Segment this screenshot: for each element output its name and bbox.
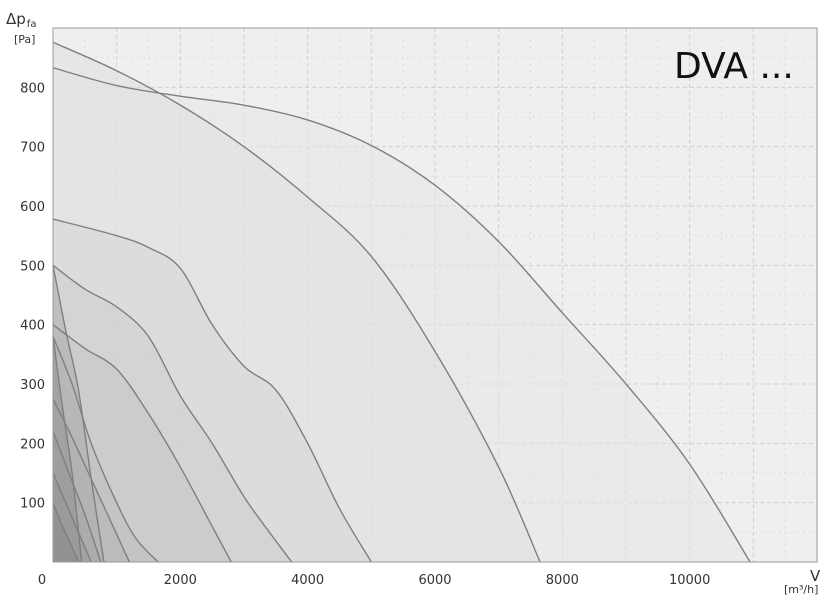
y-tick-label: 400	[20, 319, 45, 334]
y-axis-label-subscript: fa	[27, 19, 37, 30]
y-tick-label: 100	[20, 497, 45, 512]
x-axis-unit: [m³/h]	[784, 583, 818, 596]
y-axis-unit: [Pa]	[14, 33, 35, 46]
curve-line	[52, 336, 83, 563]
curve-line	[52, 41, 541, 563]
curve-line	[52, 472, 92, 563]
y-tick-label: 300	[20, 378, 45, 393]
y-tick-label: 800	[20, 81, 45, 96]
x-tick-label: 2000	[164, 573, 197, 588]
curve-line	[52, 324, 232, 563]
x-tick-label: 4000	[291, 573, 324, 588]
y-axis-label: Δpfa	[6, 10, 36, 30]
chart-title: DVA ...	[674, 46, 794, 87]
curve-line	[52, 218, 372, 563]
curve-line	[52, 336, 159, 563]
curve-line	[52, 431, 102, 563]
origin-label: 0	[38, 573, 46, 588]
y-tick-label: 600	[20, 200, 45, 215]
curve-line	[52, 67, 751, 563]
curve-areas	[53, 42, 751, 563]
y-tick-label: 700	[20, 141, 45, 156]
x-axis-label: V	[810, 567, 821, 585]
x-tick-label: 6000	[418, 573, 451, 588]
curve-line	[52, 265, 105, 563]
plot-frame	[52, 27, 818, 563]
curve-lines	[52, 41, 751, 563]
tick-labels: 100 200 300 400 500 600 700 800 2000 4000 6000 8000…	[20, 81, 710, 588]
plot-border	[52, 27, 818, 563]
curve-line	[52, 264, 293, 563]
x-tick-label: 8000	[546, 573, 579, 588]
x-tick-label: 10000	[669, 573, 710, 588]
curve-line	[52, 502, 80, 563]
y-tick-label: 500	[20, 259, 45, 274]
y-tick-label: 200	[20, 437, 45, 452]
